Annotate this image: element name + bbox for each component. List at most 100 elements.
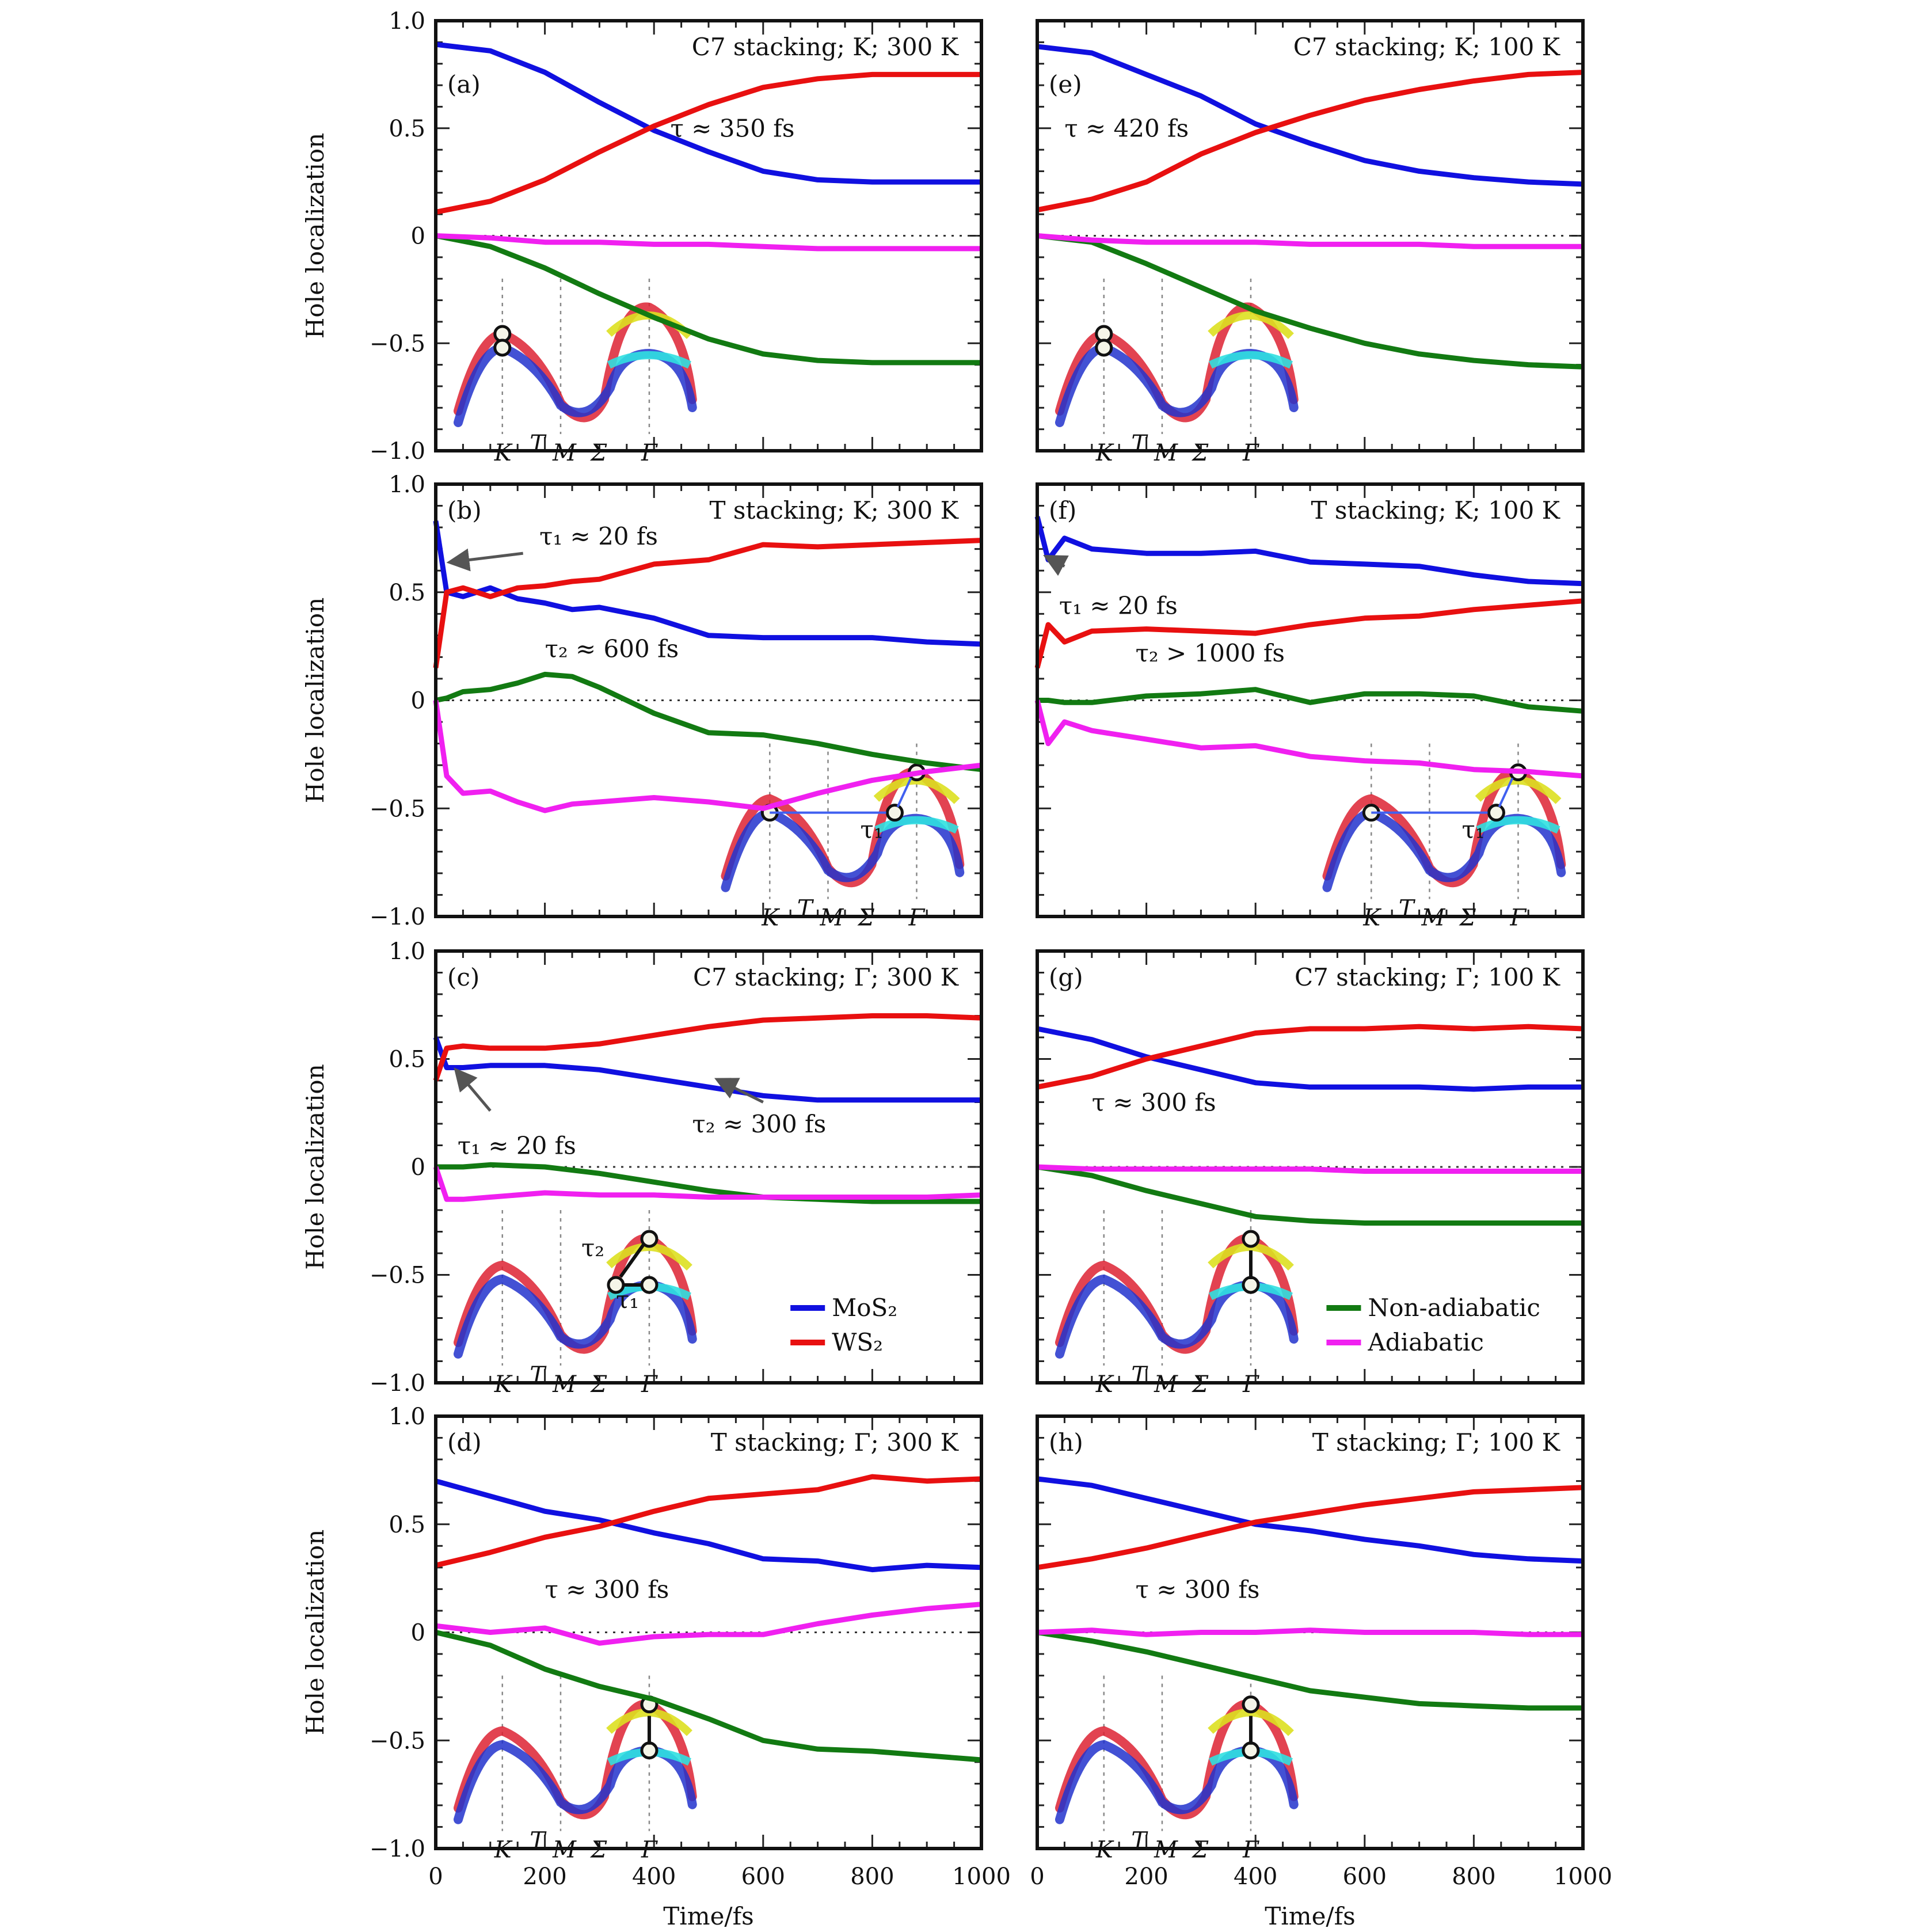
panel-d: K T M Σ Γ T stacking; Γ; 300 K (d) τ ≈ 300 fs 1.… [301,1404,1011,1930]
panel-f: τ₁K T M Σ ΓT stacking; K; 100 K(f)τ₁ ≈ 20 fs… [1034,482,1585,931]
tau-annotation: τ ≈ 420 fs [1064,115,1189,143]
tau-annotation: τ₂ ≈ 600 fs [545,634,679,663]
gamma-upper-band [1208,311,1294,339]
series-line-ws2 [433,538,982,668]
series-line-non-adiabatic [436,1162,981,1204]
tau-annotation: τ ≈ 300 fs [545,1575,669,1603]
panel-a: K T M Σ Γ C7 stacking; K; 300 K (a) τ ≈ 350 fs 1… [301,8,983,466]
pointer-arrow [446,548,523,572]
legend-label: Adiabatic [1367,1328,1483,1356]
kpoint-label: K [1095,440,1114,466]
y-axis-label: Hole localization [301,1530,329,1736]
series-line-ws2 [1034,598,1584,669]
ws2-band [1055,1234,1299,1354]
series-line-ws2 [435,71,981,215]
y-tick-label: 0 [411,223,425,250]
pointer-arrow [714,1078,764,1104]
series-line-mos2 [435,1478,982,1573]
y-tick-label: −1.0 [370,1836,425,1862]
tau-annotation: τ₂ ≈ 300 fs [692,1110,827,1138]
tau-annotation: τ₁ ≈ 20 fs [458,1132,576,1160]
plot-frame [434,482,983,918]
state-marker [1095,339,1113,357]
plot-frame [434,19,983,452]
pointer-arrow [1043,554,1069,576]
panel-letter: (e) [1049,70,1082,98]
y-tick-label: −1.0 [370,904,425,930]
panel-h: K T M Σ Γ T stacking; Γ; 100 K (h) τ ≈ 300 fs 0 2… [1030,1414,1612,1930]
x-tick-label: 1000 [1554,1863,1612,1890]
plot-frame [1036,1414,1585,1850]
series-line-adiabatic [433,1166,982,1202]
kpoint-label: M [552,440,577,466]
series-line-non-adiabatic [1037,1630,1583,1711]
legend-label: MoS₂ [832,1294,897,1322]
ws2-band [1055,302,1299,423]
series-line-mos2 [1037,1026,1583,1092]
y-tick-label: −0.5 [370,796,425,822]
series-line-adiabatic [433,699,982,813]
kpoint-label: Σ [589,440,607,466]
y-tick-label: 0.5 [389,1047,425,1073]
ws2-band [453,302,697,423]
kpoint-label: T [530,1362,547,1389]
y-axis-label: Hole localization [301,133,329,339]
kpoint-label: T [1131,1362,1148,1389]
series-line-adiabatic [1037,1627,1583,1637]
plot-frame [1036,19,1585,452]
x-axis-label: Time/fs [1265,1902,1355,1930]
gamma-lower-band [874,816,959,834]
kpoint-label: T [1131,431,1148,457]
transfer-arrow [1498,777,1514,808]
panel-letter: (h) [1049,1428,1083,1456]
tau1-label: τ₁ [860,816,883,844]
x-tick-label: 600 [1343,1863,1387,1890]
x-tick-label: 400 [1234,1863,1277,1890]
x-tick-label: 800 [1452,1863,1495,1890]
kpoint-label: M [1154,440,1178,466]
y-tick-label: 0.5 [389,116,425,142]
panel-letter: (a) [447,70,481,98]
panel-title: T stacking; K; 300 K [710,496,960,524]
legend-c: MoS₂ WS₂ [790,1294,897,1356]
panel-letter: (d) [447,1428,482,1456]
gamma-lower-band [1208,351,1293,369]
panel-e: K T M Σ Γ C7 stacking; K; 100 K (e) τ ≈ 420 fs [1036,19,1585,466]
state-marker [1487,804,1505,822]
panel-title: C7 stacking; Γ; 100 K [1295,963,1561,991]
ws2-band [453,1234,697,1354]
x-tick-label: 200 [1124,1863,1168,1890]
series-line-mos2 [433,520,982,647]
series-line-adiabatic [435,1602,982,1646]
series-line-non-adiabatic [435,671,982,773]
series-line-non-adiabatic [1037,1164,1583,1226]
panel-title: C7 stacking; K; 100 K [1293,33,1561,61]
series-line-mos2 [1037,1476,1584,1564]
y-axis-label: Hole localization [301,1064,329,1270]
y-tick-label: −1.0 [370,1370,425,1397]
x-tick-label: 1000 [952,1863,1011,1890]
kpoint-label: Γ [641,440,658,466]
x-tick-label: 0 [1030,1863,1044,1890]
y-tick-label: 0.5 [389,1512,425,1538]
panel-letter: (f) [1049,496,1076,524]
series-line-mos2 [435,41,981,185]
x-tick-label: 200 [523,1863,566,1890]
series-line-adiabatic [435,233,981,252]
ws2-band [1322,767,1566,888]
y-tick-label: 0 [411,1620,425,1646]
state-marker [1242,1276,1260,1294]
legend-g: Non-adiabatic Adiabatic [1326,1294,1540,1356]
series-line-mos2 [1034,516,1584,587]
series-line-mos2 [1037,44,1584,187]
state-marker [640,1276,659,1294]
plot-frame [1036,482,1585,918]
gamma-lower-band [1476,816,1560,834]
tau-annotation: τ₁ ≈ 20 fs [1059,591,1178,619]
